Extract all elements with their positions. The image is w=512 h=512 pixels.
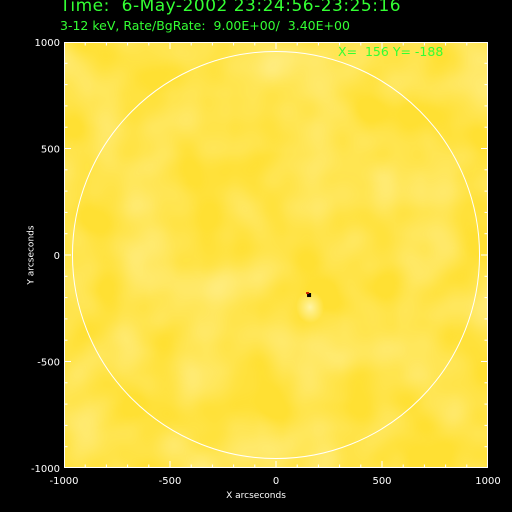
- x-axis-label: X arcseconds: [226, 491, 286, 501]
- x-tick-label: 500: [372, 476, 391, 487]
- map-texture: [64, 42, 488, 468]
- cursor-coordinate-readout: X= 156 Y= -188: [338, 44, 444, 59]
- image-title: Time: 6-May-2002 23:24:56-23:25:16: [60, 0, 402, 16]
- image-subtitle: 3-12 keV, Rate/BgRate: 9.00E+00/ 3.40E+0…: [60, 18, 350, 33]
- sun-map-plot[interactable]: [63, 41, 489, 469]
- source-core-dark: [307, 293, 312, 298]
- y-axis-label: Y arcseconds: [26, 225, 37, 285]
- y-tick-label: -1000: [31, 464, 60, 475]
- x-tick-label: 0: [273, 476, 279, 487]
- y-tick-label: -500: [37, 358, 60, 369]
- x-tick-label: 1000: [475, 476, 500, 487]
- y-tick-label: 1000: [35, 38, 60, 49]
- solar-limb-circle: [71, 50, 481, 460]
- x-tick-label: -1000: [49, 476, 78, 487]
- y-tick-label: 0: [54, 251, 60, 262]
- source-core-red: [306, 292, 310, 295]
- x-tick-label: -500: [159, 476, 182, 487]
- y-tick-label: 500: [41, 145, 60, 156]
- sun-map-svg[interactable]: [63, 41, 489, 469]
- source-glow: [296, 291, 325, 324]
